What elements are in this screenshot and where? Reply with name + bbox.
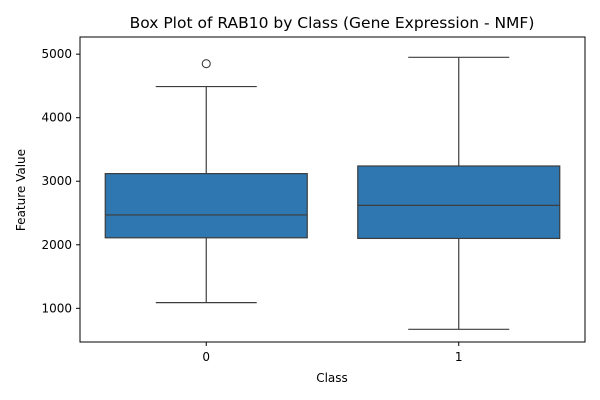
x-axis-label: Class <box>316 371 348 385</box>
iqr-box <box>357 165 561 240</box>
y-tick-label: 2000 <box>41 238 72 252</box>
y-tick-label: 4000 <box>41 111 72 125</box>
plot-area <box>104 56 561 330</box>
plot-frame <box>79 36 586 343</box>
outlier-point <box>201 59 211 69</box>
x-tick-label: 0 <box>202 350 210 364</box>
axes: 1000 2000 3000 4000 5000 0 1 <box>41 36 586 364</box>
y-tick-label: 3000 <box>41 174 72 188</box>
box-group-1 <box>357 56 561 330</box>
box-group-0 <box>104 59 308 304</box>
y-axis-label: Feature Value <box>14 149 28 231</box>
x-tick-label: 1 <box>455 350 463 364</box>
y-tick-label: 1000 <box>41 301 72 315</box>
chart-title: Box Plot of RAB10 by Class (Gene Express… <box>130 14 535 32</box>
y-tick-label: 5000 <box>41 47 72 61</box>
iqr-box <box>104 173 308 239</box>
